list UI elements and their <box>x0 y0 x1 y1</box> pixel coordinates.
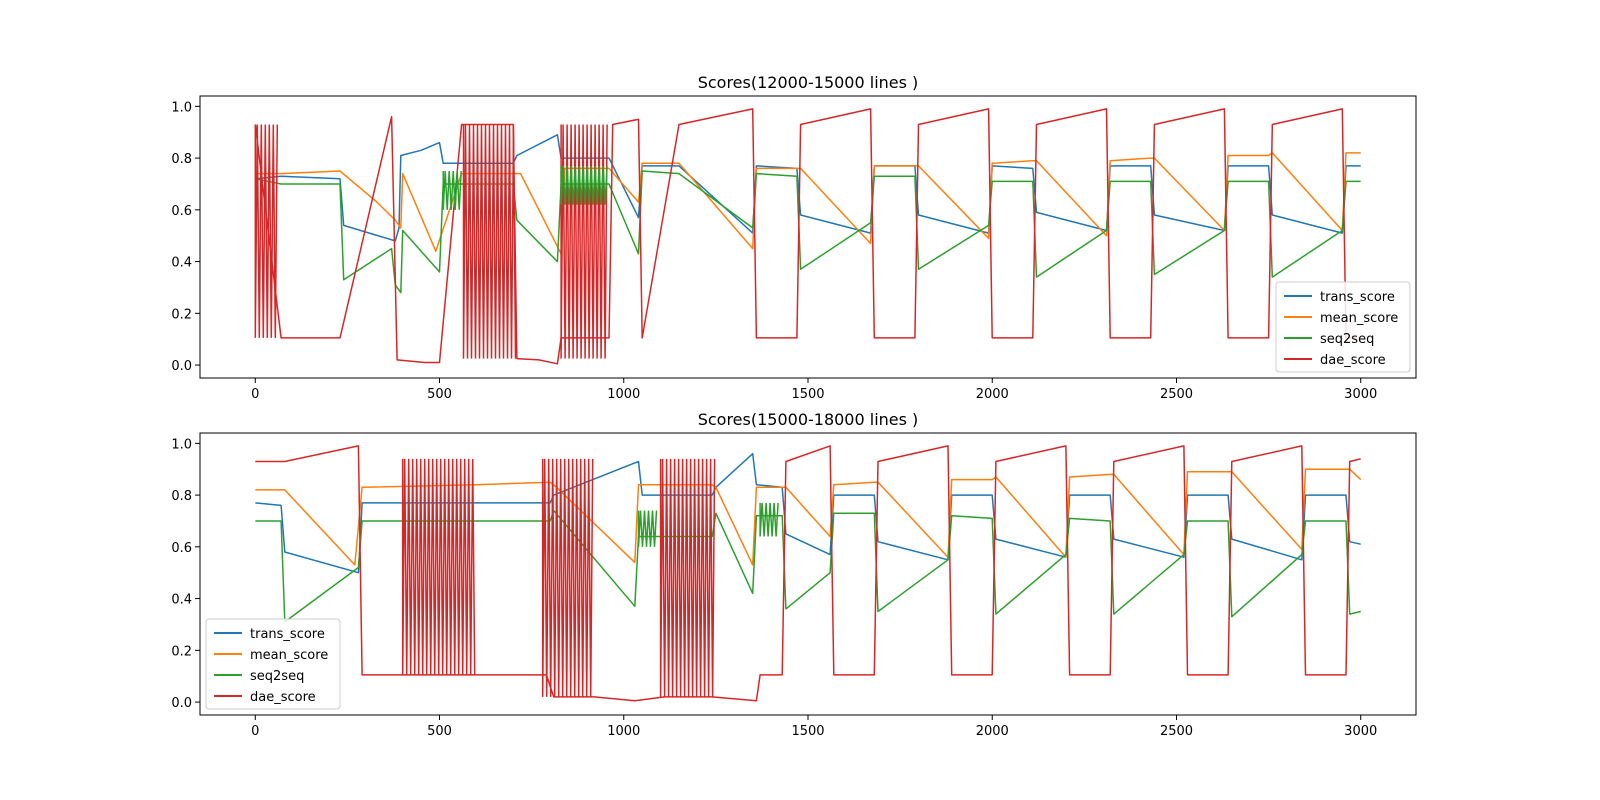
y-tick-label: 0.0 <box>171 696 192 711</box>
series-line-seq2seq <box>255 509 1361 623</box>
legend-label: seq2seq <box>250 669 304 684</box>
legend-label: dae_score <box>1320 353 1386 368</box>
x-tick-label: 1500 <box>791 387 824 402</box>
legend: trans_score mean_score seq2seq dae_score <box>1275 281 1411 373</box>
x-tick-label: 3000 <box>1344 387 1377 402</box>
x-tick-label: 2500 <box>1160 387 1193 402</box>
chart-title: Scores(15000-18000 lines ) <box>698 410 919 429</box>
x-tick-label: 2000 <box>976 387 1009 402</box>
chart-panel-2: Scores(15000-18000 lines ) 0 500 1000 1500 20… <box>171 410 1417 739</box>
series-line-seq2seq <box>255 170 1361 294</box>
x-tick-label: 500 <box>427 724 452 739</box>
x-tick-label: 2000 <box>976 724 1009 739</box>
oscillation-band-seq2seq <box>560 165 608 205</box>
oscillation-band-seq2seq <box>637 510 658 547</box>
y-tick-label: 1.0 <box>171 437 192 452</box>
legend-box <box>1275 281 1411 373</box>
y-tick-label: 0.0 <box>171 359 192 374</box>
legend-label: trans_score <box>250 627 325 642</box>
plot-area <box>254 108 1361 365</box>
axes-frame <box>199 432 1417 716</box>
legend-label: mean_score <box>1320 311 1398 326</box>
x-tick-label: 0 <box>251 724 259 739</box>
y-tick-label: 0.6 <box>171 541 192 556</box>
x-tick-label: 2500 <box>1160 724 1193 739</box>
series-line-mean_score <box>255 152 1361 255</box>
y-tick-label: 0.2 <box>171 307 192 322</box>
legend-label: seq2seq <box>1320 332 1374 347</box>
x-tick-label: 1000 <box>607 387 640 402</box>
y-tick-label: 0.6 <box>171 204 192 219</box>
y-tick-label: 0.8 <box>171 152 192 167</box>
plot-area <box>255 445 1362 702</box>
legend: trans_score mean_score seq2seq dae_score <box>205 618 341 710</box>
oscillation-band-dae_score <box>541 458 594 697</box>
x-tick-label: 1500 <box>791 724 824 739</box>
oscillation-band-dae_score <box>462 124 517 359</box>
y-tick-label: 1.0 <box>171 100 192 115</box>
chart-panel-1: Scores(12000-15000 lines ) 0 500 1000 1500 20… <box>171 73 1417 402</box>
legend-box <box>205 618 341 710</box>
chart-title: Scores(12000-15000 lines ) <box>698 73 919 92</box>
series-line-mean_score <box>255 468 1362 566</box>
x-tick-label: 0 <box>251 387 259 402</box>
y-tick-label: 0.2 <box>171 644 192 659</box>
oscillation-band-dae_score <box>254 124 279 338</box>
legend-label: mean_score <box>250 648 328 663</box>
y-tick-label: 0.8 <box>171 489 192 504</box>
series-line-dae_score <box>255 445 1361 702</box>
oscillation-band-dae_score <box>401 458 476 675</box>
oscillation-band-seq2seq <box>759 502 779 537</box>
series-line-trans_score <box>255 134 1361 242</box>
y-tick-label: 0.4 <box>171 256 192 271</box>
series-line-dae_score <box>254 108 1361 365</box>
x-tick-label: 1000 <box>607 724 640 739</box>
x-tick-label: 500 <box>427 387 452 402</box>
x-tick-label: 3000 <box>1344 724 1377 739</box>
legend-label: dae_score <box>250 690 316 705</box>
y-tick-label: 0.4 <box>171 593 192 608</box>
oscillation-band-dae_score <box>659 458 716 697</box>
oscillation-band-dae_score <box>560 124 608 359</box>
legend-label: trans_score <box>1320 290 1395 305</box>
oscillation-band-seq2seq <box>442 170 462 210</box>
